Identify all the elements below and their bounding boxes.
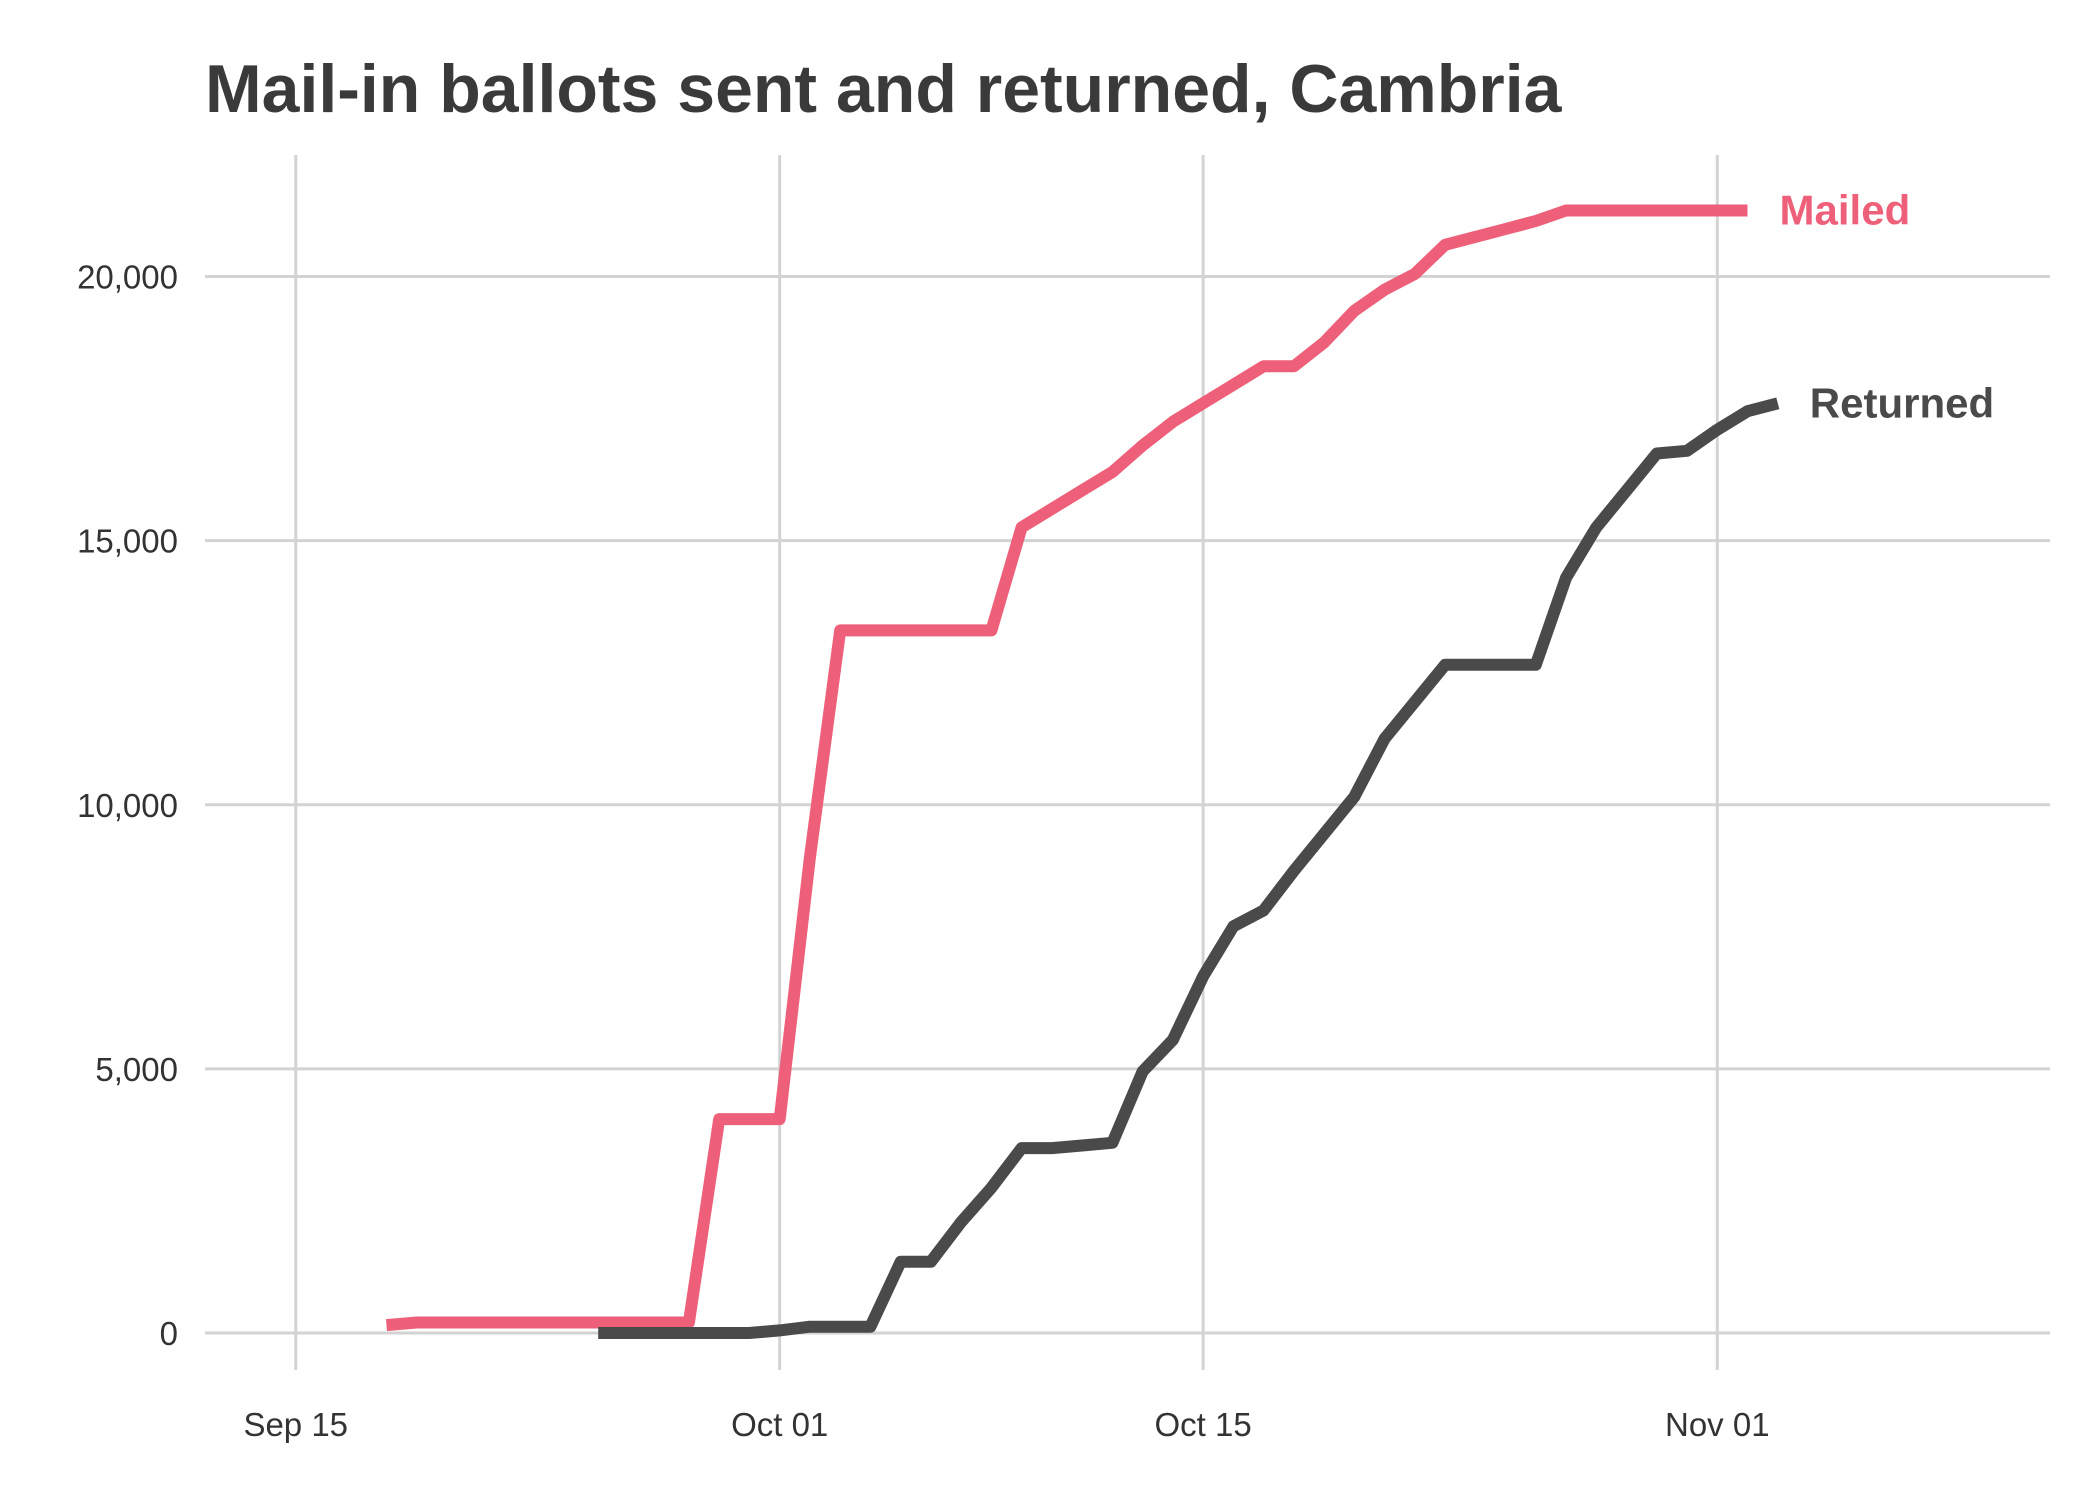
series-lines xyxy=(385,204,1780,1339)
x-tick-label: Oct 01 xyxy=(731,1406,828,1443)
chart-title: Mail-in ballots sent and returned, Cambr… xyxy=(205,51,1563,127)
series-labels: Mailed Returned xyxy=(1780,186,1995,426)
y-tick-label: 10,000 xyxy=(77,787,178,824)
series-label-mailed: Mailed xyxy=(1780,186,1911,233)
x-tick-label: Oct 15 xyxy=(1155,1406,1252,1443)
x-tick-label: Sep 15 xyxy=(243,1406,348,1443)
y-tick-label: 0 xyxy=(160,1315,178,1352)
y-tick-label: 15,000 xyxy=(77,523,178,560)
gridlines xyxy=(205,155,2050,1370)
x-tick-label: Nov 01 xyxy=(1665,1406,1770,1443)
axis-tick-labels: 0 5,000 10,000 15,000 20,000 Sep 15 Oct 01 Oct … xyxy=(77,259,1770,1444)
series-label-returned: Returned xyxy=(1810,379,1994,426)
series-line-mailed xyxy=(385,204,1748,1332)
y-tick-label: 20,000 xyxy=(77,259,178,296)
series-line-returned xyxy=(598,397,1780,1339)
y-tick-label: 5,000 xyxy=(95,1051,178,1088)
